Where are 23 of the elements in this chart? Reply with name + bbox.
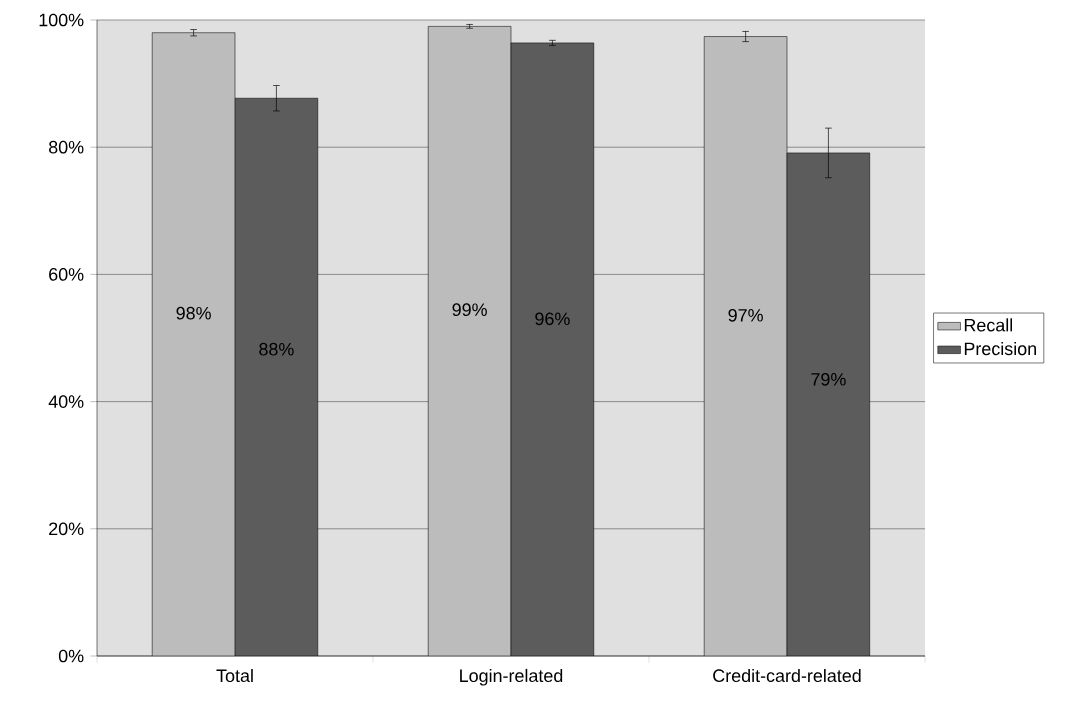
data-label: 98% bbox=[176, 306, 211, 320]
bar bbox=[152, 32, 235, 656]
y-tick-label: 40% bbox=[48, 395, 84, 408]
data-label: 88% bbox=[259, 342, 294, 356]
y-tick-label: 0% bbox=[58, 649, 84, 663]
y-tick-label: 80% bbox=[48, 140, 84, 154]
bar bbox=[511, 42, 594, 656]
data-label: 79% bbox=[811, 372, 846, 386]
legend-label: Recall bbox=[964, 318, 1013, 332]
x-tick-label: Credit-card-related bbox=[713, 668, 861, 683]
data-label: 96% bbox=[535, 312, 570, 326]
y-tick-label: 60% bbox=[49, 268, 84, 281]
legend-label: Precision bbox=[964, 341, 1036, 356]
y-tick-label: 20% bbox=[49, 522, 84, 536]
data-label: 97% bbox=[728, 308, 763, 322]
data-label: 99% bbox=[452, 303, 487, 317]
x-tick-label: Total bbox=[216, 668, 253, 683]
x-tick-label: Login-related bbox=[460, 668, 563, 686]
bar bbox=[428, 26, 512, 656]
y-tick-label: 100% bbox=[39, 13, 84, 27]
bar bbox=[786, 152, 871, 656]
bar bbox=[235, 98, 318, 656]
bar bbox=[703, 36, 788, 656]
